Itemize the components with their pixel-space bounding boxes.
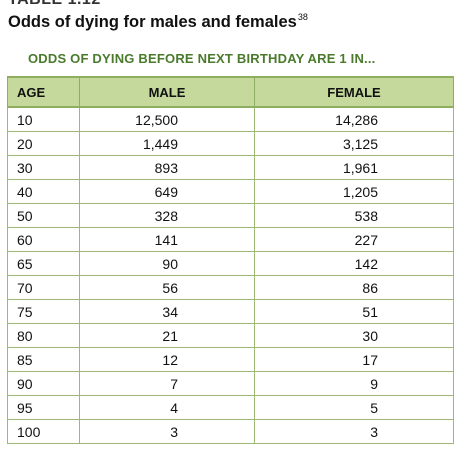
- female-odds-cell: 30: [254, 323, 454, 348]
- age-cell: 50: [7, 203, 80, 228]
- male-odds-cell: 4: [79, 395, 255, 420]
- female-odds-cell: 5: [254, 395, 454, 420]
- male-odds-cell: 90: [79, 251, 255, 276]
- table-row: 85 12 17: [7, 347, 454, 372]
- table-header-row: AGE MALE FEMALE: [7, 76, 454, 108]
- age-cell: 40: [7, 179, 80, 204]
- female-odds-cell: 142: [254, 251, 454, 276]
- table-row: 60 141 227: [7, 227, 454, 252]
- table-row: 10 12,500 14,286: [7, 106, 454, 132]
- male-odds-cell: 1,449: [79, 131, 255, 156]
- female-odds-cell: 51: [254, 299, 454, 324]
- female-odds-cell: 14,286: [254, 106, 454, 132]
- age-cell: 75: [7, 299, 80, 324]
- male-odds-cell: 21: [79, 323, 255, 348]
- table-subtitle: ODDS OF DYING BEFORE NEXT BIRTHDAY ARE 1…: [28, 51, 376, 66]
- female-odds-cell: 3,125: [254, 131, 454, 156]
- odds-table: AGE MALE FEMALE 10 12,500 14,286 20 1,449 3,1…: [7, 76, 454, 444]
- female-odds-cell: 1,205: [254, 179, 454, 204]
- female-odds-cell: 86: [254, 275, 454, 300]
- age-cell: 85: [7, 347, 80, 372]
- female-odds-cell: 227: [254, 227, 454, 252]
- female-odds-cell: 3: [254, 419, 454, 444]
- male-odds-cell: 328: [79, 203, 255, 228]
- table-row: 65 90 142: [7, 251, 454, 276]
- age-cell: 100: [7, 419, 80, 444]
- male-odds-cell: 141: [79, 227, 255, 252]
- table-row: 75 34 51: [7, 299, 454, 324]
- age-cell: 70: [7, 275, 80, 300]
- age-cell: 30: [7, 155, 80, 180]
- column-header-male: MALE: [79, 76, 255, 108]
- age-cell: 65: [7, 251, 80, 276]
- age-cell: 80: [7, 323, 80, 348]
- table-row: 95 4 5: [7, 395, 454, 420]
- male-odds-cell: 649: [79, 179, 255, 204]
- table-row: 70 56 86: [7, 275, 454, 300]
- table-row: 50 328 538: [7, 203, 454, 228]
- table-row: 100 3 3: [7, 419, 454, 444]
- male-odds-cell: 12: [79, 347, 255, 372]
- table-row: 30 893 1,961: [7, 155, 454, 180]
- male-odds-cell: 893: [79, 155, 255, 180]
- female-odds-cell: 538: [254, 203, 454, 228]
- male-odds-cell: 7: [79, 371, 255, 396]
- male-odds-cell: 56: [79, 275, 255, 300]
- table-row: 40 649 1,205: [7, 179, 454, 204]
- column-header-female: FEMALE: [254, 76, 454, 108]
- female-odds-cell: 9: [254, 371, 454, 396]
- female-odds-cell: 1,961: [254, 155, 454, 180]
- male-odds-cell: 34: [79, 299, 255, 324]
- table-body: 10 12,500 14,286 20 1,449 3,125 30 893 1,961 40 64…: [7, 106, 454, 444]
- male-odds-cell: 3: [79, 419, 255, 444]
- column-header-age: AGE: [7, 76, 80, 108]
- table-row: 20 1,449 3,125: [7, 131, 454, 156]
- male-odds-cell: 12,500: [79, 106, 255, 132]
- age-cell: 60: [7, 227, 80, 252]
- age-cell: 10: [7, 106, 80, 132]
- page-title: Odds of dying for males and females38: [8, 12, 308, 32]
- table-number-label: TABLE 1.12: [8, 0, 101, 9]
- footnote-marker[interactable]: 38: [297, 12, 308, 22]
- age-cell: 95: [7, 395, 80, 420]
- title-text: Odds of dying for males and females: [8, 13, 297, 31]
- table-row: 80 21 30: [7, 323, 454, 348]
- age-cell: 90: [7, 371, 80, 396]
- age-cell: 20: [7, 131, 80, 156]
- female-odds-cell: 17: [254, 347, 454, 372]
- table-row: 90 7 9: [7, 371, 454, 396]
